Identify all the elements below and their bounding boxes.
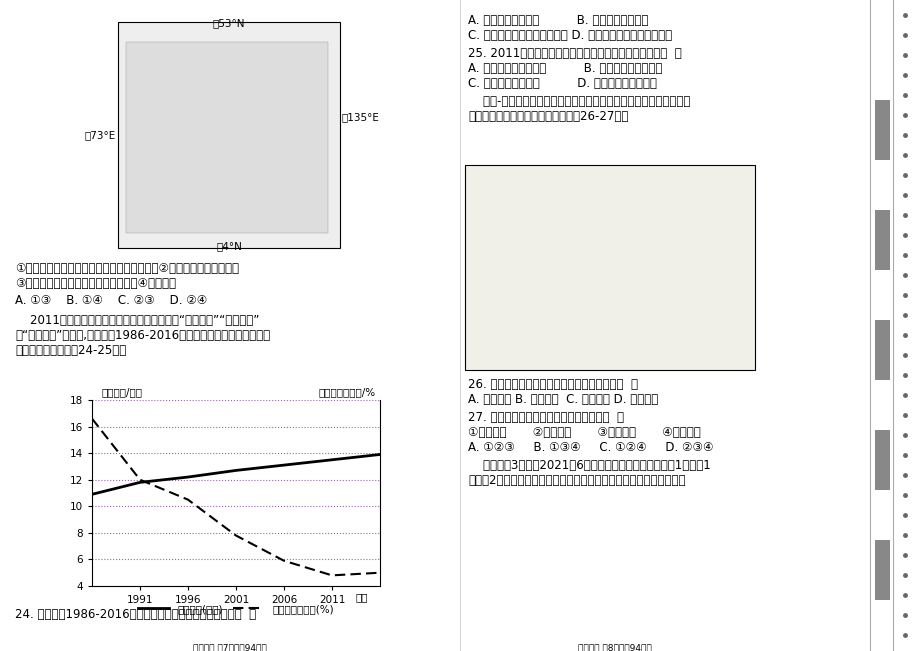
Text: 26. 推测苏伊士经贸合作区的主要工业部门是（  ）: 26. 推测苏伊士经贸合作区的主要工业部门是（ ） <box>468 378 637 391</box>
Text: 约53°N: 约53°N <box>212 18 245 28</box>
Text: 号线、2号线联网运行。下图为州地铄线路及部分车站位置示意图。读: 号线、2号线联网运行。下图为州地铄线路及部分车站位置示意图。读 <box>468 474 685 487</box>
Text: A. ①②③     B. ①③④     C. ①②④     D. ②③④: A. ①②③ B. ①③④ C. ①②④ D. ②③④ <box>468 441 713 454</box>
Text: 和“全面二孩”的调整,下图示意1986-2016年我国人口总数及人口自然增: 和“全面二孩”的调整,下图示意1986-2016年我国人口总数及人口自然增 <box>15 329 270 342</box>
Text: ①黑龙江与乌苏里江主航道中心线的相交处；②新疆的帕米尔高原上；: ①黑龙江与乌苏里江主航道中心线的相交处；②新疆的帕米尔高原上； <box>15 262 239 275</box>
Text: A. ①③    B. ①④    C. ②③    D. ②④: A. ①③ B. ①④ C. ②③ D. ②④ <box>15 294 207 307</box>
Text: A. 汽车制造 B. 纳织服装  C. 钉鐵冶炼 D. 煎炭开采: A. 汽车制造 B. 纳织服装 C. 钉鐵冶炼 D. 煎炭开采 <box>468 393 657 406</box>
Bar <box>874 100 889 160</box>
Text: 约4°N: 约4°N <box>216 241 242 251</box>
Text: ①政策支持       ②交通便利       ③气候温和       ④原料丰富: ①政策支持 ②交通便利 ③气候温和 ④原料丰富 <box>468 426 700 439</box>
Text: 中国-埃及苏伊士经贸合作区是中埃两国共同建设的经贸合作区。下: 中国-埃及苏伊士经贸合作区是中埃两国共同建设的经贸合作区。下 <box>468 95 689 108</box>
Text: C. 人口自然增长率呈上升趋势 D. 人口自然增长率呈下降趋势: C. 人口自然增长率呈上升趋势 D. 人口自然增长率呈下降趋势 <box>468 29 672 42</box>
Bar <box>874 430 889 490</box>
Text: 25. 2011年以来，我国调整计划生育政策的主要目的是（  ）: 25. 2011年以来，我国调整计划生育政策的主要目的是（ ） <box>468 47 681 60</box>
Text: 图为苏伊士经贸合作区位置图。据此26-27题。: 图为苏伊士经贸合作区位置图。据此26-27题。 <box>468 110 628 123</box>
Text: 人口自然增长率/%: 人口自然增长率/% <box>318 387 375 396</box>
Bar <box>118 22 340 248</box>
Text: C. 提高人口综合素质          D. 降低人口自然增长率: C. 提高人口综合素质 D. 降低人口自然增长率 <box>468 77 656 90</box>
Text: 地理试题 第8页（共94页）: 地理试题 第8页（共94页） <box>577 643 652 651</box>
Text: 27. 苏伊士经贸合作区发展的有利条件是（  ）: 27. 苏伊士经贸合作区发展的有利条件是（ ） <box>468 411 623 424</box>
Bar <box>874 210 889 270</box>
Text: 徐州地鐔3号线于2021年6月底开通运营，并与先期通车1的地铄1: 徐州地鐔3号线于2021年6月底开通运营，并与先期通车1的地铄1 <box>468 459 710 472</box>
Text: A. 人口数量迅速增长          B. 人口数量缓慢下降: A. 人口数量迅速增长 B. 人口数量缓慢下降 <box>468 14 648 27</box>
Text: 2011年以来，我国先后对计划生育政策做出“双独二孩”“单独二孩”: 2011年以来，我国先后对计划生育政策做出“双独二孩”“单独二孩” <box>15 314 259 327</box>
Text: 人口总数/亿人: 人口总数/亿人 <box>101 387 142 396</box>
Bar <box>126 42 328 233</box>
Text: 24. 下列关于1986-2016年我国人口变化的叙述，正确的是（  ）: 24. 下列关于1986-2016年我国人口变化的叙述，正确的是（ ） <box>15 608 255 621</box>
Bar <box>874 540 889 600</box>
Text: A. 大幅度增加人口数量          B. 缓解人口老龄化问题: A. 大幅度增加人口数量 B. 缓解人口老龄化问题 <box>468 62 662 75</box>
Text: 约73°E: 约73°E <box>85 130 116 140</box>
Text: 地理试题 第7页（共94页）: 地理试题 第7页（共94页） <box>193 643 267 651</box>
Bar <box>874 320 889 380</box>
Text: ③漠河以北的黑龙江主航道中心线上；④曾母暗沙: ③漠河以北的黑龙江主航道中心线上；④曾母暗沙 <box>15 277 176 290</box>
Bar <box>464 165 754 370</box>
Legend: 人口总数(亿人), 人口自然增长率(%): 人口总数(亿人), 人口自然增长率(%) <box>133 600 338 618</box>
Text: 年份: 年份 <box>356 592 369 602</box>
Text: 长率变化，据此完成24-25题。: 长率变化，据此完成24-25题。 <box>15 344 126 357</box>
Text: 约135°E: 约135°E <box>342 112 380 122</box>
